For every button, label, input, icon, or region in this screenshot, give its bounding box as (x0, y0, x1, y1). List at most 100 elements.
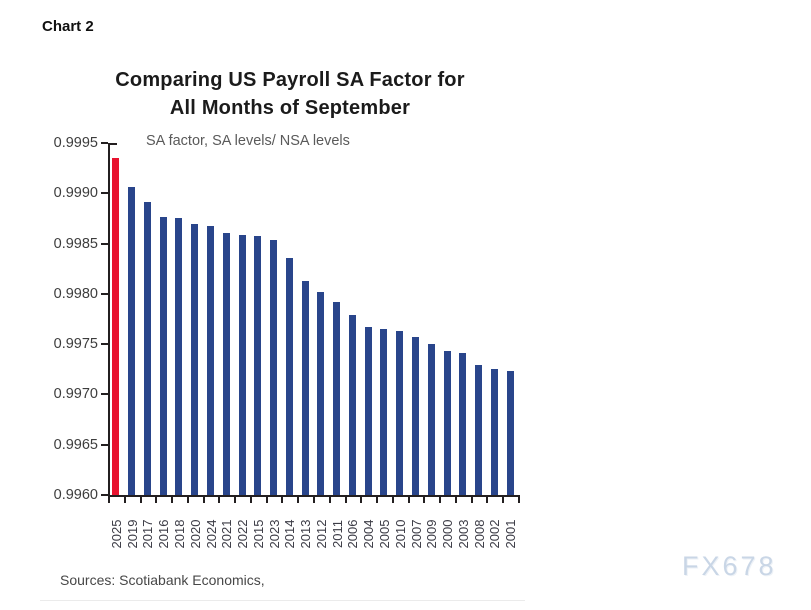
x-axis-label-2010: 2010 (392, 519, 408, 549)
x-axis-label-2017: 2017 (140, 519, 156, 549)
x-axis-label-2005: 2005 (376, 519, 392, 549)
bar-2015 (254, 235, 262, 495)
x-axis-tick (502, 495, 505, 503)
bar-2006 (348, 314, 356, 495)
x-axis-tick (108, 495, 110, 503)
chart-number-label: Chart 2 (42, 18, 94, 35)
x-axis-label-2001: 2001 (503, 519, 519, 549)
bar-2008 (475, 365, 483, 495)
y-axis-top-cap (110, 143, 117, 145)
x-axis-tick (376, 495, 379, 503)
chart-subtitle: SA factor, SA levels/ NSA levels (146, 133, 350, 149)
bar-2016 (159, 217, 167, 495)
y-axis-tick (101, 242, 108, 245)
y-axis-tick (101, 192, 108, 195)
bar-2018 (175, 218, 183, 495)
x-axis-label-2016: 2016 (156, 519, 172, 549)
y-axis-tick-label: 0.9985 (53, 235, 98, 252)
x-axis-label-2015: 2015 (250, 519, 266, 549)
x-axis-tick (186, 495, 189, 503)
x-axis-label-2011: 2011 (329, 520, 345, 548)
bar-2012 (317, 291, 325, 495)
bar-2023 (270, 239, 278, 495)
x-axis-tick (202, 495, 205, 503)
x-axis-label-2013: 2013 (298, 519, 314, 549)
x-axis-tick (391, 495, 394, 503)
x-axis-tick (328, 495, 331, 503)
bar-2013 (301, 280, 309, 495)
y-axis-tick (101, 292, 108, 295)
y-axis-tick (101, 494, 108, 496)
x-axis-tick (470, 495, 473, 503)
y-axis-tick (101, 443, 108, 446)
x-axis-tick (249, 495, 252, 503)
y-axis-line (108, 143, 110, 497)
x-axis-tick (423, 495, 426, 503)
y-axis-tick-label: 0.9965 (53, 436, 98, 453)
x-axis-tick (313, 495, 315, 503)
x-axis-label-2009: 2009 (424, 519, 440, 549)
x-axis-tick (171, 495, 174, 503)
x-axis-label-2020: 2020 (187, 519, 203, 549)
x-axis-label-2018: 2018 (171, 519, 187, 549)
x-axis-tick (439, 495, 442, 503)
y-axis-tick-label: 0.9990 (53, 185, 98, 202)
bar-2005 (380, 329, 388, 495)
x-axis-label-2022: 2022 (235, 519, 251, 549)
x-axis-tick (454, 495, 457, 503)
bar-2024 (207, 226, 214, 495)
bar-2010 (396, 331, 404, 495)
chart-title-line1: Comparing US Payroll SA Factor for (115, 69, 465, 91)
bar-2017 (143, 202, 151, 495)
x-axis-label-2007: 2007 (408, 519, 424, 549)
x-axis-label-2004: 2004 (361, 519, 377, 549)
chart-title: Comparing US Payroll SA Factor for All M… (55, 66, 525, 122)
bottom-divider (40, 600, 525, 601)
x-axis-label-2014: 2014 (282, 519, 298, 549)
bar-2001 (506, 371, 514, 495)
x-axis-tick (518, 495, 520, 503)
bar-2014 (285, 257, 293, 495)
bar-2019 (128, 187, 136, 495)
chart-title-line2: All Months of September (169, 97, 411, 119)
x-axis-tick (265, 495, 268, 503)
x-axis-tick (407, 495, 410, 503)
x-axis-tick (360, 495, 363, 503)
y-axis-tick (101, 343, 108, 346)
y-axis-tick-label: 0.9970 (53, 386, 98, 403)
bar-2011 (333, 301, 341, 495)
bar-2025 (112, 158, 120, 495)
y-axis-tick-label: 0.9995 (53, 135, 98, 151)
x-axis-label-2000: 2000 (440, 519, 456, 549)
x-axis-label-2003: 2003 (455, 519, 471, 549)
bar-2003 (459, 353, 467, 495)
x-axis-label-2012: 2012 (313, 519, 329, 549)
x-axis-tick (155, 495, 158, 503)
x-axis-tick (234, 495, 237, 503)
x-axis-label-2023: 2023 (266, 519, 282, 549)
x-axis-tick (297, 495, 300, 503)
bar-2009 (427, 344, 435, 495)
y-axis-tick-label: 0.9975 (53, 336, 98, 353)
bar-2002 (490, 369, 498, 495)
x-axis-tick (486, 495, 489, 503)
x-axis-tick (344, 495, 347, 503)
y-axis-tick (101, 142, 108, 144)
x-axis-tick (218, 495, 221, 503)
x-axis-label-2008: 2008 (471, 519, 487, 549)
x-axis-label-2006: 2006 (345, 519, 361, 549)
bar-2007 (412, 337, 419, 495)
x-axis-label-2021: 2021 (219, 519, 235, 549)
watermark-fx678: FX678 (682, 551, 777, 581)
x-axis-tick (139, 495, 142, 503)
x-axis-tick (281, 495, 284, 503)
x-axis-label-2019: 2019 (124, 519, 140, 549)
x-axis-label-2024: 2024 (203, 519, 219, 549)
x-axis-label-2025: 2025 (108, 519, 124, 549)
bar-2020 (191, 224, 199, 495)
y-axis-tick (101, 393, 108, 396)
bar-2022 (238, 234, 246, 495)
sources-note: Sources: Scotiabank Economics, (60, 572, 265, 588)
y-axis-tick-label: 0.9960 (53, 487, 98, 503)
